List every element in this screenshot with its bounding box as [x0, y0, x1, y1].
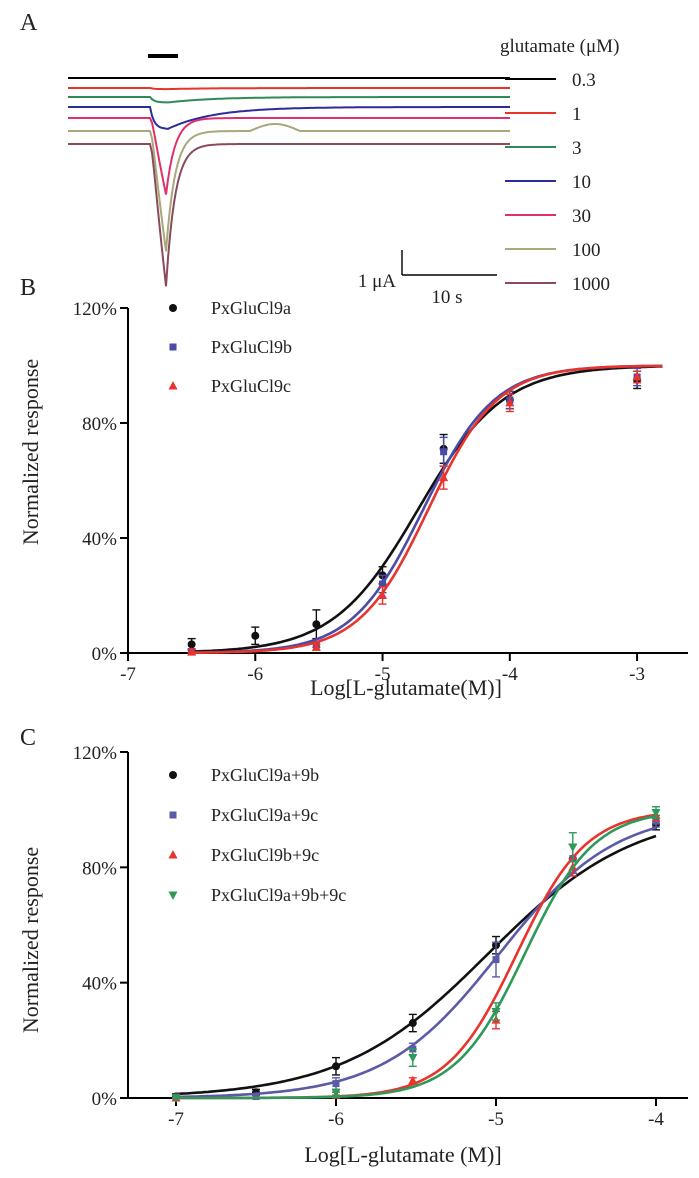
- y-tick-label-b: 120%: [73, 299, 118, 320]
- plot-b: 0% 40% 80% 120% -7 -6 -5 -4 -3 PxGluCl9a PxGluCl9b…: [73, 298, 688, 685]
- legend-marker-c-2: [168, 850, 178, 859]
- y-axis-title-b: Normalized response: [18, 359, 43, 545]
- legend-marker-c-1: [169, 811, 177, 819]
- legend-label-b-1: PxGluCl9b: [211, 337, 292, 357]
- x-tick-label-b: -3: [629, 664, 645, 685]
- data-point-c-3: [171, 1094, 181, 1103]
- panel-b-letter: B: [20, 275, 36, 301]
- data-point-c-0: [408, 1019, 417, 1028]
- legend-label-b-2: PxGluCl9c: [211, 376, 291, 396]
- legend-marker-c-3: [168, 891, 178, 900]
- data-point-b-0: [187, 640, 196, 649]
- fit-curve-b-0: [191, 365, 663, 653]
- x-tick-label-b: -6: [247, 664, 263, 685]
- trace-1: [68, 87, 510, 91]
- x-axis-title-c: Log[L-glutamate (M)]: [304, 1142, 501, 1167]
- legend-label-1000: 1000: [572, 274, 610, 295]
- data-point-c-3: [331, 1088, 341, 1098]
- x-tick-label-c: -7: [168, 1109, 184, 1130]
- panel-a: A glutamate (μM) 0.3 1 3 10 30 100 1000 1 μA 1…: [20, 10, 619, 308]
- legend-label-c-2: PxGluCl9b+9c: [211, 845, 319, 865]
- data-point-c-3: [651, 809, 661, 818]
- legend-marker-b-1: [169, 343, 177, 351]
- legend-label-100: 100: [572, 240, 601, 261]
- data-point-c-2: [408, 1075, 418, 1085]
- y-tick-label-b: 80%: [82, 414, 117, 435]
- data-point-c-1: [492, 956, 500, 964]
- legend-label-30: 30: [572, 206, 591, 227]
- legend-title: glutamate (μM): [500, 36, 619, 57]
- scale-current-label: 1 μA: [358, 271, 396, 292]
- legend-label-c-1: PxGluCl9a+9c: [211, 805, 318, 825]
- x-tick-label-c: -6: [328, 1109, 344, 1130]
- panel-b: B 0% 40% 80% 120% -7 -6 -5 -4 -3 PxGluCl9a PxGluCl…: [18, 275, 688, 700]
- legend-a: 0.3 1 3 10 30 100 1000: [505, 70, 610, 295]
- legend-marker-b-0: [169, 304, 177, 312]
- data-point-b-2: [505, 397, 515, 407]
- legend-label-c-3: PxGluCl9a+9b+9c: [211, 885, 346, 905]
- x-tick-label-b: -5: [375, 664, 391, 685]
- trace-1000: [68, 143, 510, 287]
- legend-marker-b-2: [168, 381, 178, 390]
- data-point-c-3: [491, 1008, 501, 1017]
- data-point-b-2: [632, 372, 642, 381]
- y-tick-label-c: 40%: [82, 974, 117, 995]
- data-point-c-0: [332, 1062, 340, 1071]
- x-tick-label-b: -7: [120, 664, 136, 685]
- panel-c-letter: C: [20, 725, 36, 751]
- fit-curve-c-3: [176, 814, 657, 1100]
- legend-label-1: 1: [572, 104, 582, 125]
- trace-3: [68, 96, 510, 104]
- legend-label-10: 10: [572, 172, 591, 193]
- legend-label-b-0: PxGluCl9a: [211, 298, 291, 318]
- legend-label-3: 3: [572, 138, 582, 159]
- legend-marker-c-0: [169, 771, 177, 779]
- data-point-b-2: [187, 647, 197, 656]
- trace-30: [68, 117, 510, 195]
- data-point-b-1: [440, 448, 448, 456]
- x-axis-title-b: Log[L-glutamate(M)]: [310, 675, 502, 700]
- data-point-b-1: [379, 580, 387, 588]
- y-tick-label-c: 120%: [73, 743, 118, 764]
- y-tick-label-b: 0%: [92, 644, 118, 665]
- panel-a-letter: A: [20, 10, 38, 36]
- fit-curve-b-2: [191, 364, 663, 654]
- x-tick-label-b: -4: [502, 664, 518, 685]
- plot-c: 0% 40% 80% 120% -7 -6 -5 -4 PxGluCl9a+9b PxGluCl9…: [73, 743, 688, 1130]
- trace-10: [68, 106, 510, 130]
- data-point-c-1: [332, 1080, 340, 1088]
- legend-label-0.3: 0.3: [572, 70, 596, 91]
- x-tick-label-c: -5: [488, 1109, 504, 1130]
- scale-time-label: 10 s: [431, 287, 462, 308]
- y-tick-label-b: 40%: [82, 529, 117, 550]
- panel-c: C 0% 40% 80% 120% -7 -6 -5 -4 PxGluCl9a+9b PxGluC…: [18, 725, 688, 1167]
- data-point-b-0: [312, 620, 321, 629]
- data-point-b-2: [378, 590, 388, 599]
- y-tick-label-c: 80%: [82, 858, 117, 879]
- data-point-c-3: [568, 843, 578, 853]
- data-point-b-2: [311, 642, 321, 651]
- data-point-c-3: [408, 1054, 418, 1063]
- y-tick-label-c: 0%: [92, 1089, 118, 1110]
- scale-bar: 1 μA 10 s: [358, 250, 497, 308]
- current-traces: [68, 77, 510, 287]
- x-tick-label-c: -4: [648, 1109, 664, 1130]
- data-point-b-2: [439, 472, 449, 482]
- trace-100: [68, 123, 510, 252]
- y-axis-title-c: Normalized response: [18, 847, 43, 1033]
- data-point-b-0: [251, 631, 260, 640]
- legend-label-c-0: PxGluCl9a+9b: [211, 765, 319, 785]
